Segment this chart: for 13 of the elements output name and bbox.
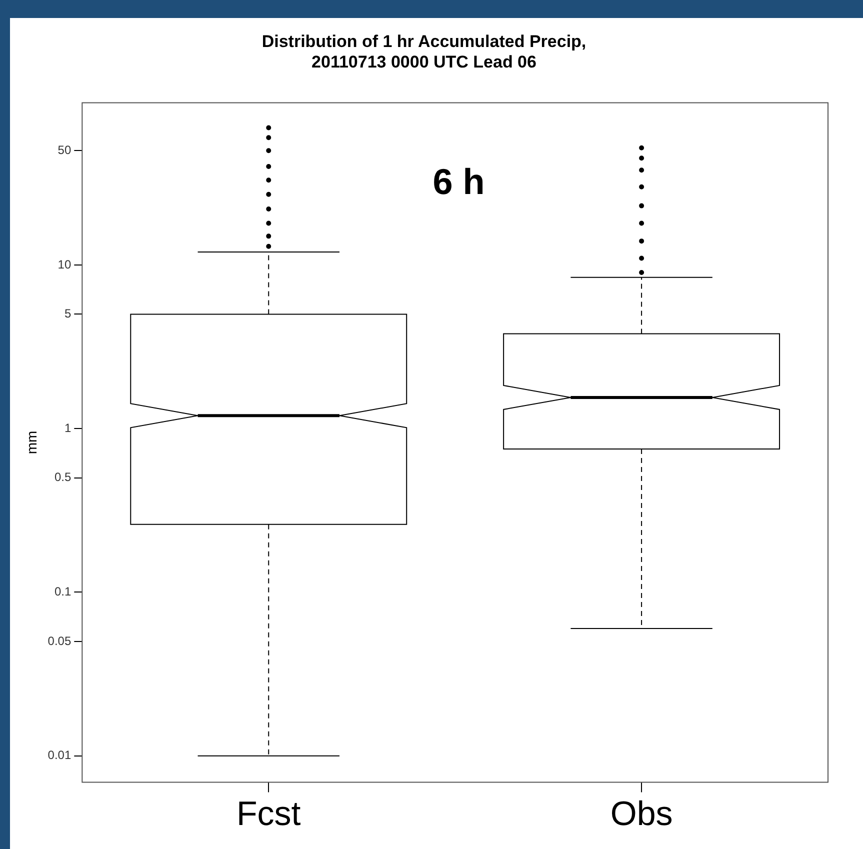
x-tick-label: Obs xyxy=(610,794,673,833)
y-tick-label: 0.1 xyxy=(54,584,72,599)
y-tick-label: 1 xyxy=(64,420,72,435)
y-tick-label: 10 xyxy=(58,257,72,272)
annotation: 6 h xyxy=(432,161,485,202)
y-tick-label: 5 xyxy=(64,306,72,321)
x-tick-label: Fcst xyxy=(236,794,302,833)
y-tick-label: 0.01 xyxy=(48,748,72,762)
chart-title: Distribution of 1 hr Accumulated Precip, 20110713 0000 UTC Lead 06 xyxy=(262,32,586,72)
y-axis-title: mm xyxy=(23,430,40,454)
y-tick-label: 50 xyxy=(58,142,72,157)
y-tick-label: 0.5 xyxy=(54,470,72,484)
y-tick-label: 0.05 xyxy=(48,634,72,648)
